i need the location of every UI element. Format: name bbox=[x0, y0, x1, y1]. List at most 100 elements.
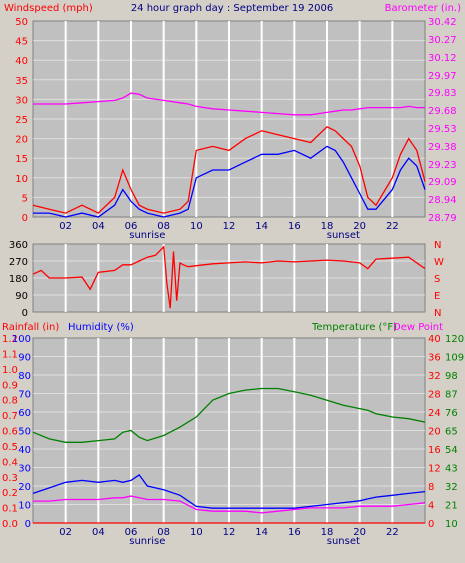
celsius-tick-9: 36 bbox=[428, 353, 441, 364]
temperature-tick-8: 98 bbox=[445, 371, 458, 382]
time-tick-wind-08: 08 bbox=[157, 221, 170, 232]
barometer-tick-10: 30.27 bbox=[428, 35, 457, 46]
humidity-tick-30: 30 bbox=[18, 464, 31, 475]
time-tick-wind-06: 06 bbox=[125, 221, 138, 232]
humidity-tick-20: 20 bbox=[18, 482, 31, 493]
compass-tick-1: W bbox=[434, 257, 444, 268]
compass-tick-2: S bbox=[434, 274, 440, 285]
rain-tick-5: 0.5 bbox=[2, 442, 18, 453]
compass-tick-0: N bbox=[434, 240, 441, 251]
temperature-tick-10: 120 bbox=[445, 334, 464, 345]
time-tick-temp-12: 12 bbox=[223, 527, 236, 538]
time-tick-wind-10: 10 bbox=[190, 221, 203, 232]
time-tick-temp-10: 10 bbox=[190, 527, 203, 538]
barometer-tick-5: 29.53 bbox=[428, 124, 457, 135]
rain-tick-6: 0.6 bbox=[2, 427, 18, 438]
direction-tick-360: 360 bbox=[9, 240, 28, 251]
temperature-tick-1: 21 bbox=[445, 501, 458, 512]
sunrise-label-temp: sunrise bbox=[129, 536, 165, 547]
barometer-axis-label: Barometer (in.) bbox=[385, 3, 461, 14]
celsius-tick-7: 28 bbox=[428, 390, 441, 401]
celsius-tick-1: 4 bbox=[428, 501, 434, 512]
humidity-tick-0: 0 bbox=[25, 519, 31, 530]
time-tick-wind-20: 20 bbox=[353, 221, 366, 232]
rain-tick-9: 0.9 bbox=[2, 380, 18, 391]
series-wind-line bbox=[32, 126, 426, 214]
time-tick-temp-14: 14 bbox=[255, 527, 268, 538]
series-temperature-line bbox=[32, 387, 426, 443]
temperature-tick-0: 10 bbox=[445, 519, 458, 530]
humidity-tick-50: 50 bbox=[18, 427, 31, 438]
series-dew_point-line bbox=[33, 495, 426, 514]
series-wind_gust-line bbox=[33, 145, 426, 218]
humidity-tick-100: 100 bbox=[12, 334, 31, 345]
wind-tick-50: 50 bbox=[15, 17, 28, 28]
celsius-tick-8: 32 bbox=[428, 371, 441, 382]
temperature-tick-2: 32 bbox=[445, 482, 458, 493]
wind-tick-10: 10 bbox=[15, 174, 28, 185]
temperature-tick-3: 43 bbox=[445, 464, 458, 475]
celsius-tick-5: 20 bbox=[428, 427, 441, 438]
time-tick-temp-08: 08 bbox=[157, 527, 170, 538]
series-barometer-line bbox=[33, 92, 425, 116]
rainfall-axis-label: Rainfall (in) bbox=[2, 322, 59, 333]
rain-tick-11: 1.1 bbox=[2, 349, 18, 360]
temperature-tick-5: 65 bbox=[445, 427, 458, 438]
rain-tick-2: 0.2 bbox=[2, 488, 18, 499]
rain-tick-8: 0.8 bbox=[2, 396, 18, 407]
rain-tick-10: 1.0 bbox=[2, 365, 18, 376]
direction-tick-90: 90 bbox=[15, 291, 28, 302]
direction-tick-0: 0 bbox=[22, 308, 28, 319]
wind-tick-5: 5 bbox=[22, 193, 28, 204]
time-tick-temp-02: 02 bbox=[59, 527, 72, 538]
time-tick-temp-06: 06 bbox=[125, 527, 138, 538]
barometer-tick-6: 29.68 bbox=[428, 106, 457, 117]
barometer-tick-3: 29.23 bbox=[428, 160, 457, 171]
wind-tick-45: 45 bbox=[15, 37, 28, 48]
time-tick-wind-16: 16 bbox=[288, 221, 301, 232]
humidity-tick-60: 60 bbox=[18, 408, 31, 419]
dew-point-axis-label: Dew Point bbox=[393, 322, 443, 333]
celsius-tick-6: 24 bbox=[428, 408, 441, 419]
humidity-tick-90: 90 bbox=[18, 353, 31, 364]
barometer-tick-11: 30.42 bbox=[428, 17, 457, 28]
barometer-tick-1: 28.94 bbox=[428, 195, 457, 206]
time-tick-temp-22: 22 bbox=[386, 527, 399, 538]
wind-tick-15: 15 bbox=[15, 154, 28, 165]
time-tick-wind-14: 14 bbox=[255, 221, 268, 232]
celsius-tick-10: 40 bbox=[428, 334, 441, 345]
wind-tick-40: 40 bbox=[15, 56, 28, 67]
humidity-tick-10: 10 bbox=[18, 501, 31, 512]
wind-tick-35: 35 bbox=[15, 76, 28, 87]
humidity-tick-40: 40 bbox=[18, 445, 31, 456]
humidity-axis-label: Humidity (%) bbox=[68, 322, 134, 333]
temperature-tick-9: 109 bbox=[445, 353, 464, 364]
sunset-label-wind: sunset bbox=[327, 230, 360, 241]
sunset-label-temp: sunset bbox=[327, 536, 360, 547]
direction-tick-180: 180 bbox=[9, 274, 28, 285]
rain-tick-1: 0.1 bbox=[2, 504, 18, 515]
series-direction-line bbox=[32, 245, 426, 309]
series-humidity-line bbox=[32, 474, 426, 509]
barometer-tick-7: 29.83 bbox=[428, 88, 457, 99]
time-tick-wind-22: 22 bbox=[386, 221, 399, 232]
time-tick-temp-04: 04 bbox=[92, 527, 105, 538]
barometer-tick-0: 28.79 bbox=[428, 213, 457, 224]
celsius-tick-2: 8 bbox=[428, 482, 434, 493]
time-tick-temp-20: 20 bbox=[353, 527, 366, 538]
barometer-tick-2: 29.09 bbox=[428, 177, 457, 188]
time-tick-wind-12: 12 bbox=[223, 221, 236, 232]
wind-tick-25: 25 bbox=[15, 115, 28, 126]
barometer-tick-4: 29.38 bbox=[428, 142, 457, 153]
temperature-tick-4: 54 bbox=[445, 445, 458, 456]
windspeed-axis-label: Windspeed (mph) bbox=[4, 3, 93, 14]
time-tick-temp-18: 18 bbox=[321, 527, 334, 538]
wind-tick-30: 30 bbox=[15, 95, 28, 106]
chart-title: 24 hour graph day : September 19 2006 bbox=[131, 3, 333, 14]
rain-tick-12: 1.2 bbox=[2, 334, 18, 345]
rain-tick-0: 0.0 bbox=[2, 519, 18, 530]
temperature-tick-6: 76 bbox=[445, 408, 458, 419]
rain-tick-4: 0.4 bbox=[2, 457, 18, 468]
